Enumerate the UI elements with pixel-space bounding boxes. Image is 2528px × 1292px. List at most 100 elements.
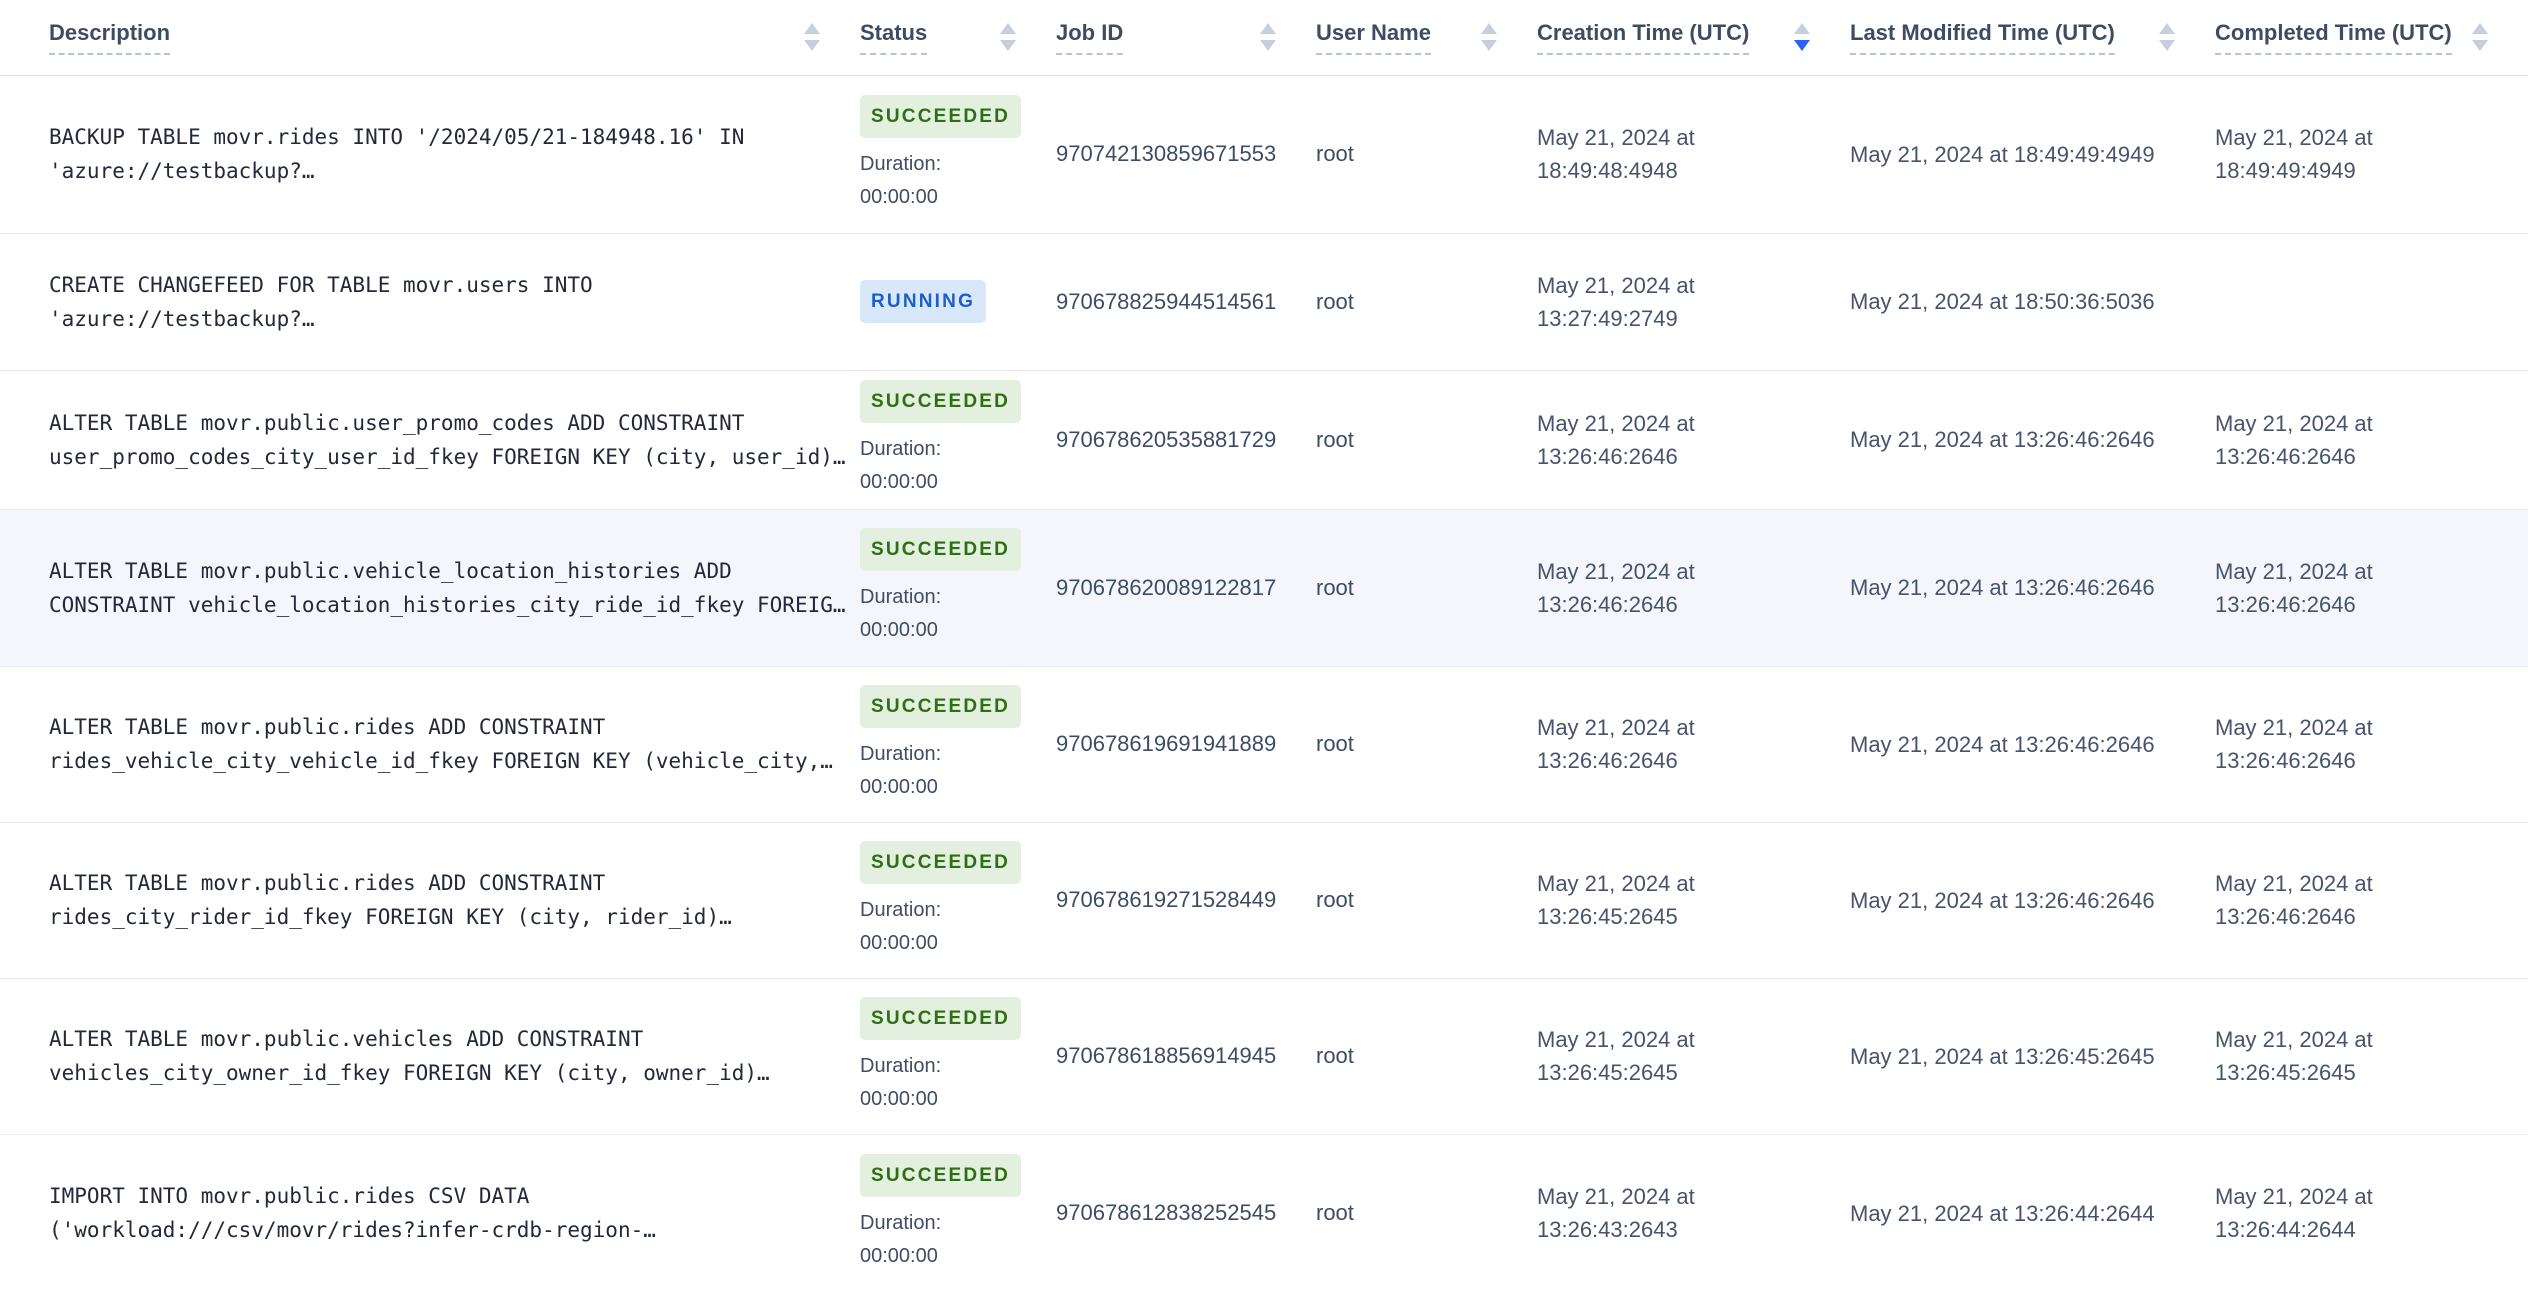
sort-arrows-icon[interactable] <box>1794 23 1810 52</box>
job-duration: Duration: 00:00:00 <box>860 433 1056 499</box>
job-description[interactable]: ALTER TABLE movr.public.user_promo_codes… <box>49 410 846 469</box>
job-id: 970742130859671553 <box>1056 141 1277 166</box>
column-header[interactable]: Completed Time (UTC) <box>2215 0 2528 76</box>
table-row[interactable]: ALTER TABLE movr.public.rides ADD CONSTR… <box>0 821 2528 978</box>
column-header-label[interactable]: User Name <box>1316 20 1431 55</box>
job-description[interactable]: ALTER TABLE movr.public.vehicle_location… <box>49 558 846 617</box>
table-row[interactable]: ALTER TABLE movr.public.vehicles ADD CON… <box>0 977 2528 1134</box>
last-modified-time: May 21, 2024 at 18:50:36:5036 <box>1850 232 2215 370</box>
duration-value: 00:00:00 <box>860 1087 938 1110</box>
sort-desc-icon[interactable] <box>1481 40 1497 52</box>
last-modified-time: May 21, 2024 at 13:26:44:2644 <box>1850 1133 2215 1292</box>
sort-arrows-icon[interactable] <box>1481 23 1497 52</box>
sort-desc-icon[interactable] <box>804 40 820 52</box>
job-description[interactable]: ALTER TABLE movr.public.rides ADD CONSTR… <box>49 871 732 929</box>
job-id: 970678612838252545 <box>1056 1133 1316 1292</box>
job-id: 970678619691941889 <box>1056 665 1316 822</box>
duration-label: Duration: <box>860 586 942 608</box>
sort-asc-icon[interactable] <box>1260 23 1276 35</box>
user-name: root <box>1316 977 1537 1134</box>
duration-value: 00:00:00 <box>860 775 938 798</box>
column-header-label[interactable]: Last Modified Time (UTC) <box>1850 20 2115 55</box>
job-duration: Duration: 00:00:00 <box>860 894 1056 960</box>
table-row[interactable]: ALTER TABLE movr.public.user_promo_codes… <box>0 369 2528 509</box>
jobs-table-header-row: Description Status Job ID User Name <box>0 0 2528 76</box>
job-description[interactable]: BACKUP TABLE movr.rides INTO '/2024/05/2… <box>49 125 745 183</box>
column-header[interactable]: Job ID <box>1056 0 1316 76</box>
completed-time: May 21, 2024 at 13:26:45:2645 <box>2215 977 2528 1134</box>
duration-label: Duration: <box>860 438 942 460</box>
column-header-label[interactable]: Status <box>860 20 928 55</box>
user-name: root <box>1316 141 1354 166</box>
sort-desc-icon[interactable] <box>2472 40 2488 52</box>
column-header-label[interactable]: Creation Time (UTC) <box>1537 20 1750 55</box>
completed-time: May 21, 2024 at 13:26:46:2646 <box>2215 508 2528 666</box>
sort-desc-icon[interactable] <box>1260 40 1276 52</box>
sort-asc-icon[interactable] <box>804 23 820 35</box>
sort-desc-icon[interactable] <box>1000 40 1016 52</box>
column-header[interactable]: User Name <box>1316 0 1537 76</box>
status-badge: SUCCEEDED <box>860 380 1022 423</box>
duration-value: 00:00:00 <box>860 931 938 954</box>
creation-time: May 21, 2024 at 13:26:45:2645 <box>1537 977 1850 1134</box>
last-modified-time: May 21, 2024 at 18:49:49:4949 <box>1850 141 2155 167</box>
completed-time: May 21, 2024 at 13:26:44:2644 <box>2215 1133 2528 1292</box>
job-description[interactable]: ALTER TABLE movr.public.rides ADD CONSTR… <box>49 715 833 773</box>
user-name: root <box>1316 665 1537 822</box>
sort-asc-icon[interactable] <box>2472 23 2488 35</box>
job-duration: Duration: 00:00:00 <box>860 581 1056 647</box>
sort-arrows-icon[interactable] <box>1260 23 1276 52</box>
table-row[interactable]: CREATE CHANGEFEED FOR TABLE movr.users I… <box>0 232 2528 370</box>
job-description[interactable]: IMPORT INTO movr.public.rides CSV DATA ('… <box>49 1184 656 1243</box>
completed-time: May 21, 2024 at 13:26:46:2646 <box>2215 369 2528 509</box>
job-duration: Duration: 00:00:00 <box>860 1050 1056 1116</box>
duration-label: Duration: <box>860 1211 942 1234</box>
column-header-label[interactable]: Job ID <box>1056 20 1124 55</box>
creation-time: May 21, 2024 at 13:26:46:2646 <box>1537 369 1850 509</box>
column-header[interactable]: Last Modified Time (UTC) <box>1850 0 2215 76</box>
sort-asc-icon[interactable] <box>1794 23 1810 35</box>
column-header[interactable]: Status <box>860 0 1056 76</box>
sort-asc-icon[interactable] <box>1000 23 1016 35</box>
sort-arrows-icon[interactable] <box>1000 23 1016 52</box>
last-modified-time: May 21, 2024 at 13:26:45:2645 <box>1850 977 2215 1134</box>
duration-value: 00:00:00 <box>860 185 938 208</box>
job-duration: Duration: 00:00:00 <box>860 738 1056 804</box>
job-description[interactable]: CREATE CHANGEFEED FOR TABLE movr.users I… <box>49 272 593 331</box>
column-header[interactable]: Description <box>0 0 860 76</box>
column-header[interactable]: Creation Time (UTC) <box>1537 0 1850 76</box>
job-id: 970678618856914945 <box>1056 977 1316 1134</box>
duration-label: Duration: <box>860 898 942 921</box>
sort-asc-icon[interactable] <box>1481 23 1497 35</box>
last-modified-time: May 21, 2024 at 13:26:46:2646 <box>1850 508 2215 666</box>
status-badge: SUCCEEDED <box>860 1153 1022 1197</box>
job-description[interactable]: ALTER TABLE movr.public.vehicles ADD CON… <box>49 1027 770 1085</box>
sort-arrows-icon[interactable] <box>2472 23 2488 52</box>
user-name: root <box>1316 1133 1537 1292</box>
job-duration: Duration: 00:00:00 <box>860 148 1056 214</box>
column-header-label[interactable]: Description <box>49 20 171 55</box>
column-header-label[interactable]: Completed Time (UTC) <box>2215 20 2452 55</box>
completed-time <box>2215 232 2528 370</box>
sort-desc-icon[interactable] <box>1794 40 1810 52</box>
duration-label: Duration: <box>860 742 942 765</box>
user-name: root <box>1316 232 1537 370</box>
duration-value: 00:00:00 <box>860 619 938 641</box>
job-id: 970678825944514561 <box>1056 232 1316 370</box>
table-row[interactable]: ALTER TABLE movr.public.rides ADD CONSTR… <box>0 665 2528 822</box>
completed-time: May 21, 2024 at 13:26:46:2646 <box>2215 665 2528 822</box>
creation-time: May 21, 2024 at 13:26:46:2646 <box>1537 665 1850 822</box>
job-duration: Duration: 00:00:00 <box>860 1207 1056 1273</box>
table-row[interactable]: IMPORT INTO movr.public.rides CSV DATA ('… <box>0 1133 2528 1292</box>
table-row[interactable]: BACKUP TABLE movr.rides INTO '/2024/05/2… <box>0 75 2528 233</box>
sort-desc-icon[interactable] <box>2159 40 2175 52</box>
duration-value: 00:00:00 <box>860 471 938 493</box>
creation-time: May 21, 2024 at 13:27:49:2749 <box>1537 232 1850 370</box>
sort-arrows-icon[interactable] <box>804 23 820 52</box>
sort-arrows-icon[interactable] <box>2159 23 2175 52</box>
status-badge: SUCCEEDED <box>860 94 1022 138</box>
status-badge: SUCCEEDED <box>860 528 1022 571</box>
sort-asc-icon[interactable] <box>2159 23 2175 35</box>
table-row[interactable]: ALTER TABLE movr.public.vehicle_location… <box>0 508 2528 666</box>
creation-time: May 21, 2024 at 13:26:46:2646 <box>1537 508 1850 666</box>
